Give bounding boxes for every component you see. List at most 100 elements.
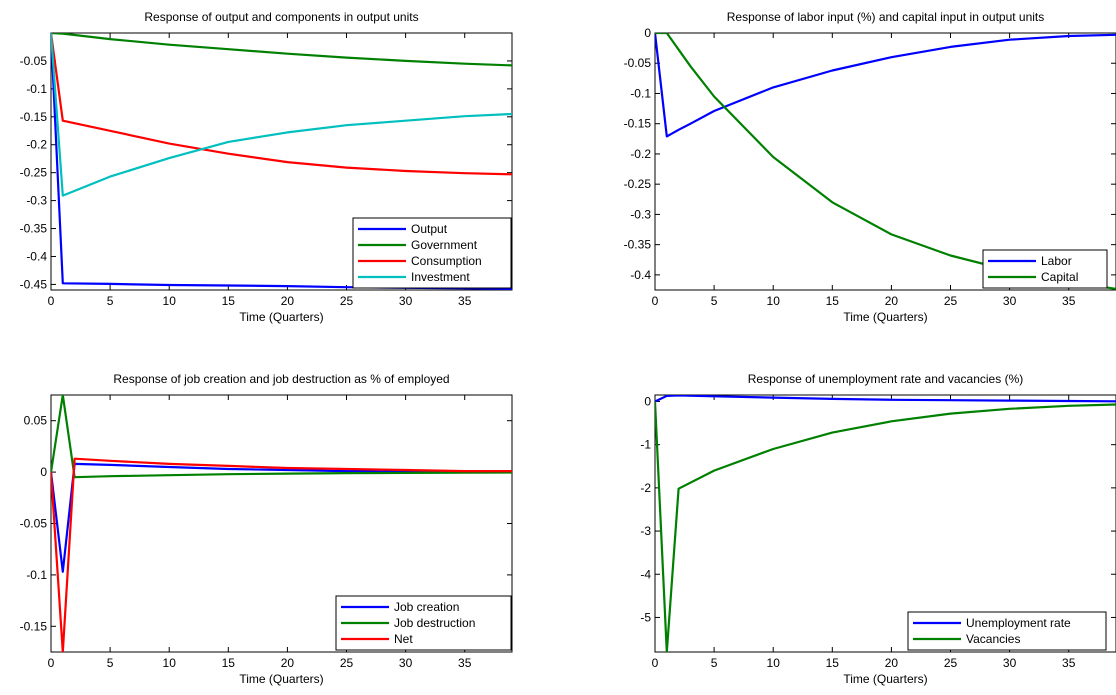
y-tick-label: -0.05 (20, 54, 48, 68)
x-tick-label: 25 (340, 294, 354, 308)
x-tick-label: 0 (652, 656, 659, 670)
x-tick-label: 10 (767, 294, 781, 308)
y-tick-label: -0.2 (26, 138, 47, 152)
series-group (51, 33, 512, 290)
y-tick-label: -5 (640, 610, 651, 624)
x-tick-label: 35 (1062, 656, 1076, 670)
chart-title: Response of labor input (%) and capital … (727, 10, 1045, 24)
y-tick-label: -0.45 (20, 277, 48, 291)
y-tick-label: -0.25 (20, 166, 48, 180)
legend-label: Job destruction (394, 616, 475, 630)
x-tick-label: 0 (48, 656, 55, 670)
legend-label: Output (411, 222, 448, 236)
legend-box (907, 611, 1107, 651)
y-tick-label: -0.3 (630, 207, 651, 221)
x-tick-label: 30 (399, 656, 413, 670)
y-tick-label: -0.15 (20, 619, 48, 633)
y-tick-label: -0.1 (630, 86, 651, 100)
legend-label: Investment (411, 270, 470, 284)
chart-4: Response of unemployment rate and vacanc… (640, 372, 1116, 686)
y-tick-label: -1 (640, 438, 651, 452)
y-tick-label: -0.2 (630, 147, 651, 161)
legend-label: Capital (1041, 270, 1078, 284)
x-axis-label: Time (Quarters) (843, 672, 927, 686)
y-tick-label: 0 (644, 26, 651, 40)
x-tick-label: 10 (767, 656, 781, 670)
x-tick-label: 30 (1003, 656, 1017, 670)
x-tick-label: 10 (163, 294, 177, 308)
x-tick-label: 35 (1062, 294, 1076, 308)
legend-label: Vacancies (966, 632, 1020, 646)
x-tick-label: 15 (826, 294, 840, 308)
x-tick-label: 20 (885, 656, 899, 670)
x-tick-label: 5 (107, 656, 114, 670)
x-tick-label: 10 (163, 656, 177, 670)
x-tick-label: 15 (222, 294, 236, 308)
chart-1: Response of output and components in out… (20, 10, 513, 324)
chart-title: Response of output and components in out… (144, 10, 418, 24)
series-group (51, 395, 512, 652)
chart-2: Response of labor input (%) and capital … (624, 10, 1116, 324)
legend-label: Labor (1041, 254, 1072, 268)
plot-area-frame (654, 32, 1116, 291)
x-tick-label: 25 (944, 656, 958, 670)
x-tick-label: 15 (222, 656, 236, 670)
legend-label: Unemployment rate (966, 616, 1071, 630)
y-tick-label: -4 (640, 567, 651, 581)
x-tick-label: 30 (399, 294, 413, 308)
x-tick-label: 15 (826, 656, 840, 670)
y-tick-label: 0 (644, 394, 651, 408)
x-tick-label: 20 (281, 656, 295, 670)
legend-label: Government (411, 238, 478, 252)
legend-box (982, 249, 1108, 289)
series-line-investment (51, 33, 512, 197)
y-tick-label: -0.25 (624, 177, 652, 191)
x-tick-label: 35 (458, 656, 472, 670)
y-tick-label: -0.15 (624, 117, 652, 131)
y-tick-label: -0.4 (630, 268, 651, 282)
x-tick-label: 25 (340, 656, 354, 670)
x-tick-label: 30 (1003, 294, 1017, 308)
chart-title: Response of unemployment rate and vacanc… (748, 372, 1023, 386)
y-tick-label: 0.05 (24, 414, 48, 428)
x-tick-label: 5 (711, 294, 718, 308)
x-tick-label: 5 (107, 294, 114, 308)
series-group (655, 395, 1116, 652)
legend-label: Net (394, 632, 413, 646)
x-tick-label: 20 (885, 294, 899, 308)
x-tick-label: 0 (48, 294, 55, 308)
series-line-vacancies (655, 401, 1116, 652)
series-line-net (51, 457, 512, 652)
y-tick-label: -0.1 (26, 82, 47, 96)
x-axis-label: Time (Quarters) (239, 672, 323, 686)
plot-area-frame (50, 32, 513, 291)
y-tick-label: -0.05 (624, 56, 652, 70)
x-tick-label: 5 (711, 656, 718, 670)
plot-area-frame (654, 394, 1116, 653)
series-line-job-creation (51, 462, 512, 573)
legend-label: Job creation (394, 600, 459, 614)
y-tick-label: 0 (40, 465, 47, 479)
legend: Labor Capital (982, 249, 1108, 289)
y-tick-label: -0.3 (26, 194, 47, 208)
y-tick-label: -0.05 (20, 517, 48, 531)
x-tick-label: 35 (458, 294, 472, 308)
y-tick-label: -2 (640, 481, 651, 495)
y-tick-label: -0.35 (624, 238, 652, 252)
chart-3: Response of job creation and job destruc… (20, 372, 513, 686)
y-tick-label: -0.4 (26, 249, 47, 263)
x-axis-label: Time (Quarters) (239, 310, 323, 324)
series-line-labor (655, 33, 1116, 138)
series-line-job-destruction (51, 395, 512, 479)
x-tick-label: 0 (652, 294, 659, 308)
y-tick-label: -3 (640, 524, 651, 538)
legend: Unemployment rate Vacancies (907, 611, 1107, 651)
x-axis-label: Time (Quarters) (843, 310, 927, 324)
series-line-unemployment-rate (655, 395, 1116, 403)
legend: Output Government Consumption Investment (352, 217, 512, 289)
x-tick-label: 25 (944, 294, 958, 308)
chart-title: Response of job creation and job destruc… (113, 372, 449, 386)
y-tick-label: -0.15 (20, 110, 48, 124)
legend-label: Consumption (411, 254, 482, 268)
